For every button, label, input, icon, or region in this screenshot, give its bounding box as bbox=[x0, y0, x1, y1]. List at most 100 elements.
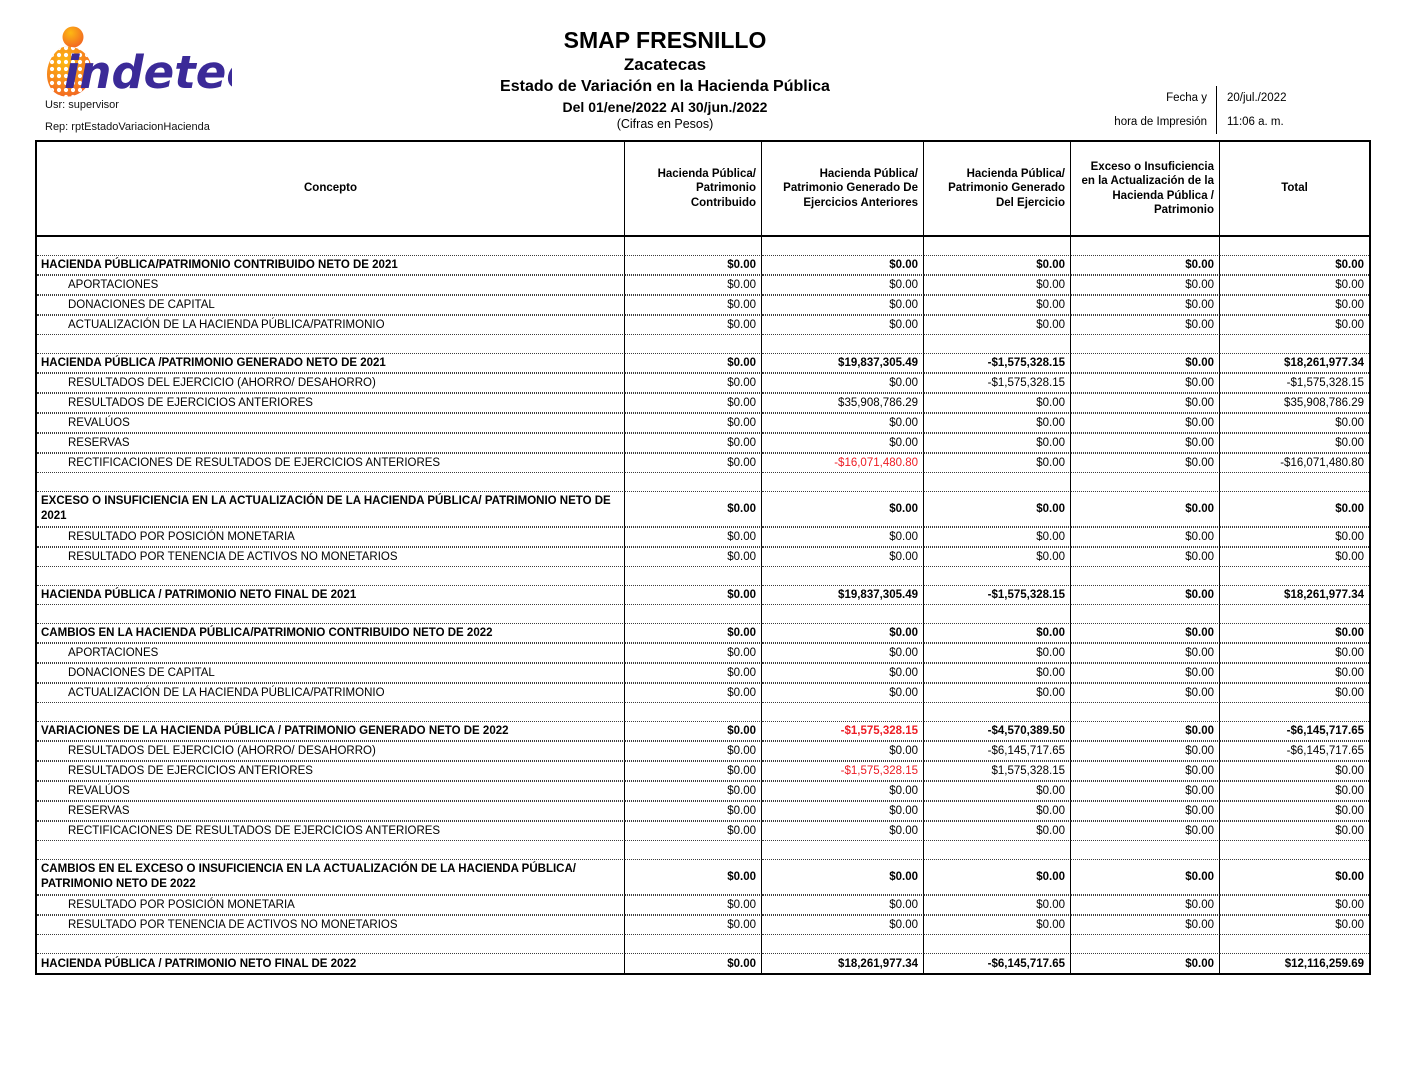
cell-value: $0.00 bbox=[1071, 721, 1220, 741]
cell-value bbox=[924, 567, 1071, 585]
cell-value: $0.00 bbox=[924, 295, 1071, 315]
cell-value: $0.00 bbox=[625, 721, 762, 741]
cell-value bbox=[625, 567, 762, 585]
print-date-value: 20/jul./2022 bbox=[1216, 86, 1320, 110]
table-row: RESULTADO POR TENENCIA DE ACTIVOS NO MON… bbox=[37, 547, 1369, 567]
cell-value bbox=[1071, 605, 1220, 623]
cell-value: $0.00 bbox=[1220, 275, 1369, 295]
org-title: SMAP FRESNILLO bbox=[563, 27, 767, 53]
column-header-exceso: Exceso o Insuficiencia en la Actualizaci… bbox=[1071, 142, 1220, 237]
cell-value: $0.00 bbox=[625, 491, 762, 527]
table-row: REVALÚOS $0.00 $0.00 $0.00 $0.00 $0.00 bbox=[37, 781, 1369, 801]
cell-value: $0.00 bbox=[924, 433, 1071, 453]
cell-value: $0.00 bbox=[625, 453, 762, 473]
cell-value: $0.00 bbox=[924, 859, 1071, 895]
cell-value: $0.00 bbox=[924, 895, 1071, 915]
cell-value: -$6,145,717.65 bbox=[924, 741, 1071, 761]
cell-value: $0.00 bbox=[1071, 859, 1220, 895]
print-time-label: hora de Impresión bbox=[1114, 116, 1207, 128]
cell-value bbox=[762, 841, 924, 859]
cell-value: $0.00 bbox=[1220, 781, 1369, 801]
cell-value: $0.00 bbox=[625, 663, 762, 683]
cell-value bbox=[1220, 703, 1369, 721]
cell-value: $0.00 bbox=[1071, 781, 1220, 801]
cell-value bbox=[924, 473, 1071, 491]
cell-value bbox=[762, 237, 924, 255]
column-header-concepto: Concepto bbox=[37, 142, 625, 237]
cell-value: $0.00 bbox=[924, 413, 1071, 433]
cell-value: $0.00 bbox=[924, 453, 1071, 473]
row-label: REVALÚOS bbox=[37, 413, 625, 433]
table-row: APORTACIONES $0.00 $0.00 $0.00 $0.00 $0.00 bbox=[37, 275, 1369, 295]
cell-value: $0.00 bbox=[1071, 821, 1220, 841]
table-row: CAMBIOS EN EL EXCESO O INSUFICIENCIA EN … bbox=[37, 859, 1369, 895]
cell-value: $0.00 bbox=[924, 255, 1071, 275]
cell-value: $0.00 bbox=[1071, 741, 1220, 761]
cell-value: $0.00 bbox=[1071, 801, 1220, 821]
cell-value bbox=[625, 841, 762, 859]
table-row: HACIENDA PÚBLICA/PATRIMONIO CONTRIBUIDO … bbox=[37, 255, 1369, 275]
row-label: RESULTADOS DE EJERCICIOS ANTERIORES bbox=[37, 393, 625, 413]
table-row: DONACIONES DE CAPITAL $0.00 $0.00 $0.00 $0.0… bbox=[37, 663, 1369, 683]
row-label: RESULTADOS DEL EJERCICIO (AHORRO/ DESAHO… bbox=[37, 741, 625, 761]
cell-value: -$6,145,717.65 bbox=[1220, 721, 1369, 741]
cell-value: $0.00 bbox=[762, 915, 924, 935]
spacer-row bbox=[37, 237, 1369, 255]
cell-value bbox=[625, 605, 762, 623]
table-row: HACIENDA PÚBLICA /PATRIMONIO GENERADO NE… bbox=[37, 353, 1369, 373]
row-label: EXCESO O INSUFICIENCIA EN LA ACTUALIZACI… bbox=[37, 491, 625, 527]
row-label: CAMBIOS EN EL EXCESO O INSUFICIENCIA EN … bbox=[37, 859, 625, 895]
row-label: RESULTADO POR TENENCIA DE ACTIVOS NO MON… bbox=[37, 547, 625, 567]
table-row: CAMBIOS EN LA HACIENDA PÚBLICA/PATRIMONI… bbox=[37, 623, 1369, 643]
cell-value: $0.00 bbox=[924, 915, 1071, 935]
cell-value: -$6,145,717.65 bbox=[1220, 741, 1369, 761]
cell-value: $0.00 bbox=[1071, 585, 1220, 605]
cell-value: $0.00 bbox=[762, 295, 924, 315]
cell-value: $0.00 bbox=[625, 373, 762, 393]
row-label: CAMBIOS EN LA HACIENDA PÚBLICA/PATRIMONI… bbox=[37, 623, 625, 643]
title-block: SMAP FRESNILLO Zacatecas Estado de Varia… bbox=[355, 27, 975, 131]
cell-value bbox=[625, 335, 762, 353]
cell-value: $0.00 bbox=[1071, 915, 1220, 935]
cell-value: $0.00 bbox=[1071, 491, 1220, 527]
cell-value: $0.00 bbox=[762, 859, 924, 895]
cell-value: $0.00 bbox=[1071, 953, 1220, 973]
cell-value: $0.00 bbox=[1071, 761, 1220, 781]
cell-value: $0.00 bbox=[924, 547, 1071, 567]
table-row: APORTACIONES $0.00 $0.00 $0.00 $0.00 $0.00 bbox=[37, 643, 1369, 663]
cell-value: $0.00 bbox=[924, 393, 1071, 413]
cell-value: $0.00 bbox=[762, 623, 924, 643]
row-label bbox=[37, 841, 625, 859]
row-label: DONACIONES DE CAPITAL bbox=[37, 295, 625, 315]
cell-value bbox=[762, 567, 924, 585]
report-title: Estado de Variación en la Hacienda Públi… bbox=[500, 77, 830, 95]
cell-value: $0.00 bbox=[1220, 623, 1369, 643]
column-header-generado-ejercicio: Hacienda Pública/ Patrimonio Generado De… bbox=[924, 142, 1071, 237]
table-row: HACIENDA PÚBLICA / PATRIMONIO NETO FINAL… bbox=[37, 585, 1369, 605]
cell-value: $0.00 bbox=[762, 781, 924, 801]
cell-value bbox=[924, 335, 1071, 353]
cell-value bbox=[924, 237, 1071, 255]
report-id-line: Rep: rptEstadoVariacionHacienda bbox=[45, 121, 210, 133]
cell-value bbox=[625, 703, 762, 721]
table-row: RESULTADOS DEL EJERCICIO (AHORRO/ DESAHO… bbox=[37, 373, 1369, 393]
cell-value: -$4,570,389.50 bbox=[924, 721, 1071, 741]
spacer-row bbox=[37, 935, 1369, 953]
cell-value: $0.00 bbox=[625, 353, 762, 373]
cell-value: -$16,071,480.80 bbox=[762, 453, 924, 473]
cell-value: $0.00 bbox=[625, 895, 762, 915]
cell-value: $0.00 bbox=[1071, 683, 1220, 703]
row-label: RESERVAS bbox=[37, 433, 625, 453]
cell-value: -$1,575,328.15 bbox=[924, 373, 1071, 393]
cell-value: $0.00 bbox=[762, 741, 924, 761]
cell-value bbox=[1220, 473, 1369, 491]
cell-value: $0.00 bbox=[1071, 275, 1220, 295]
cell-value: $0.00 bbox=[625, 527, 762, 547]
cell-value: $0.00 bbox=[1071, 255, 1220, 275]
cell-value bbox=[762, 703, 924, 721]
cell-value bbox=[762, 935, 924, 953]
row-label: DONACIONES DE CAPITAL bbox=[37, 663, 625, 683]
org-state: Zacatecas bbox=[623, 54, 707, 74]
cell-value: $0.00 bbox=[762, 255, 924, 275]
